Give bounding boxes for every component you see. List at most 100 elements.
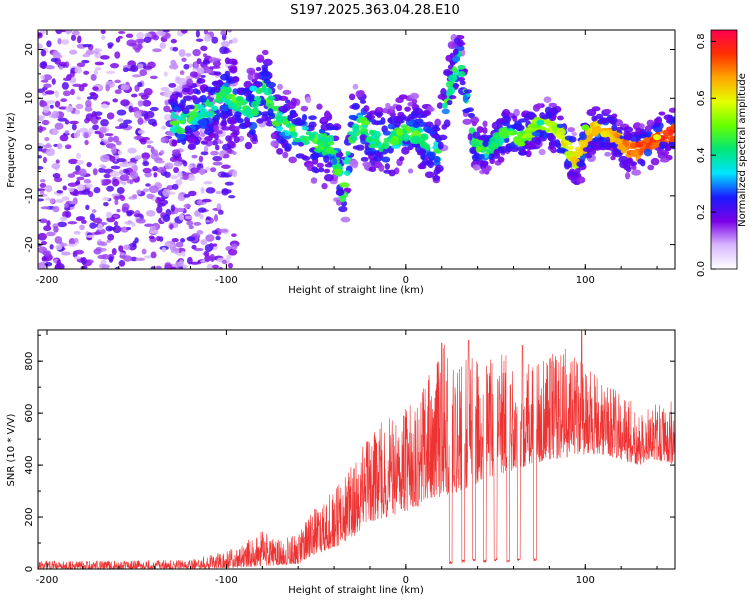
spectrogram-cell	[141, 152, 151, 160]
spectrogram-cell	[191, 94, 198, 101]
snr-y-tick-label: 0	[24, 566, 35, 572]
spectrogram-cell	[420, 147, 426, 155]
spectrogram-cell	[261, 64, 269, 70]
spectrogram-cell	[291, 118, 302, 125]
spectrogram-cell	[46, 100, 56, 104]
spectrogram-cell	[260, 99, 267, 106]
spectrogram-cell	[176, 207, 185, 213]
spectrogram-cell	[338, 205, 348, 213]
spectrogram-y-tick-label: -10	[24, 188, 35, 204]
spectrogram-cell	[43, 225, 52, 232]
spectrogram-x-tick-label: -200	[36, 275, 59, 286]
spectrogram-cell	[659, 157, 670, 163]
spectrogram-cell	[55, 244, 63, 251]
spectrogram-cell	[42, 74, 52, 81]
spectrogram-cell	[121, 181, 127, 185]
spectrogram-cell	[202, 112, 208, 118]
spectrogram-cell	[67, 243, 77, 247]
spectrogram-cell	[198, 118, 208, 127]
spectrogram-cell	[57, 117, 68, 122]
spectrogram-cell	[56, 259, 62, 268]
spectrogram-cell	[292, 112, 299, 118]
spectrogram-cell	[145, 183, 151, 187]
spectrogram-cell	[582, 147, 590, 152]
spectrogram-cell	[38, 232, 47, 241]
colorbar-tick-label: 0.6	[696, 90, 707, 106]
spectrogram-cell	[574, 149, 584, 157]
spectrogram-cell	[54, 236, 63, 244]
spectrogram-cell	[205, 166, 211, 171]
snr-x-tick-label: 100	[576, 575, 595, 586]
spectrogram-cell	[502, 108, 511, 117]
spectrogram-cell	[382, 107, 388, 114]
spectrogram-cell	[478, 153, 485, 160]
spectrogram-cell	[159, 149, 165, 155]
spectrogram-cell	[225, 94, 233, 100]
spectrogram-cell	[323, 173, 334, 182]
spectrogram-cell	[213, 124, 220, 132]
spectrogram-cell	[217, 140, 224, 144]
spectrogram-cell	[55, 199, 64, 203]
spectrogram-hotspot	[581, 124, 590, 131]
spectrogram-x-tick-label: 100	[576, 275, 595, 286]
spectrogram-cell	[585, 153, 593, 159]
spectrogram-cell	[457, 64, 466, 70]
spectrogram-cell	[288, 156, 297, 164]
spectrogram-cell	[622, 134, 633, 141]
spectrogram-cell	[120, 252, 126, 256]
spectrogram-cell	[543, 96, 552, 103]
spectrogram-cell	[201, 198, 212, 203]
spectrogram-cell	[137, 117, 144, 125]
spectrogram-cell	[249, 128, 256, 136]
spectrogram-cell	[116, 158, 126, 163]
spectrogram-cell	[211, 230, 219, 235]
spectrogram-cell	[76, 159, 85, 166]
spectrogram-cell	[196, 58, 202, 65]
spectrogram-cell	[332, 158, 338, 165]
spectrogram-cell	[448, 95, 457, 100]
spectrogram-cell	[595, 113, 604, 120]
spectrogram-cell	[366, 151, 376, 156]
spectrogram-cell	[233, 125, 240, 132]
spectrogram-cell	[139, 69, 148, 76]
spectrogram-cell	[610, 155, 616, 161]
spectrogram-cell	[86, 162, 92, 168]
spectrogram-cell	[639, 123, 645, 130]
spectrogram-hotspot	[452, 56, 461, 63]
spectrogram-x-tick-label: 0	[403, 275, 409, 286]
spectrogram-cell	[276, 148, 284, 155]
spectrogram-cell	[475, 145, 482, 153]
spectrogram-cell	[39, 218, 48, 224]
spectrogram-cell	[100, 154, 110, 163]
spectrogram-hotspot	[653, 134, 662, 141]
spectrogram-cell	[205, 68, 214, 74]
spectrogram-cell	[75, 165, 81, 172]
spectrogram-cell	[132, 194, 138, 199]
spectrogram-cell	[113, 221, 119, 227]
spectrogram-cell	[61, 81, 69, 90]
spectrogram-cell	[164, 171, 171, 178]
spectrogram-cell	[210, 167, 217, 173]
spectrogram-cell	[301, 135, 311, 141]
spectrogram-cell	[197, 78, 203, 83]
spectrogram-cell	[643, 148, 653, 157]
spectrogram-cell	[69, 120, 79, 125]
spectrogram-cell	[452, 66, 458, 73]
spectrogram-cell	[89, 222, 97, 229]
spectrogram-cell	[150, 266, 156, 269]
spectrogram-cell	[45, 148, 56, 157]
spectrogram-cell	[65, 105, 74, 113]
spectrogram-cell	[59, 134, 69, 142]
spectrogram-cell	[80, 265, 88, 269]
spectrogram-cell	[335, 189, 345, 196]
spectrogram-cell	[142, 99, 152, 107]
spectrogram-cell	[348, 93, 356, 101]
spectrogram-cell	[421, 133, 429, 141]
spectrogram-cell	[276, 110, 283, 118]
snr-y-label: SNR (10 * V/V)	[6, 413, 17, 486]
spectrogram-cell	[525, 142, 534, 149]
spectrogram-cell	[212, 114, 221, 122]
spectrogram-cell	[193, 221, 202, 226]
spectrogram-cell	[108, 136, 114, 143]
spectrogram-cell	[607, 116, 615, 123]
